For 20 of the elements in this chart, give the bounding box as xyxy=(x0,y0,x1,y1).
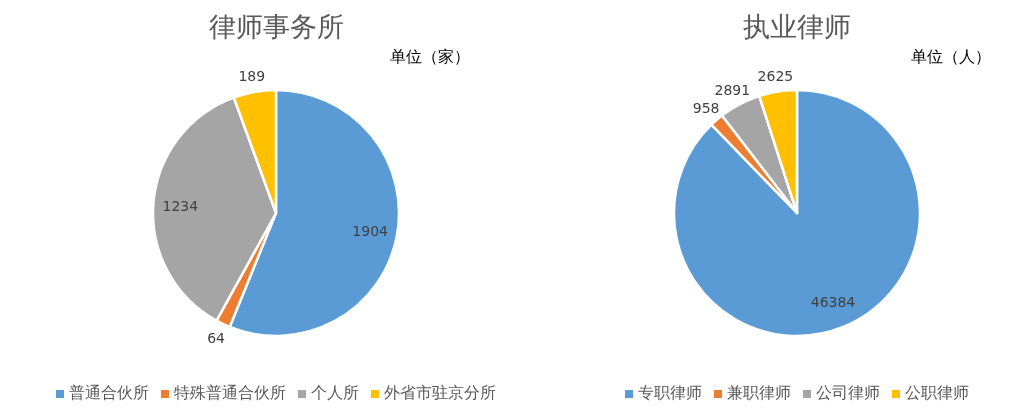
data-label: 1904 xyxy=(352,223,389,240)
legend-label: 兼职律师 xyxy=(727,383,791,402)
data-label: 46384 xyxy=(810,293,856,310)
chart-title: 执业律师 xyxy=(743,11,851,42)
data-label: 2891 xyxy=(714,81,751,98)
data-label: 2625 xyxy=(757,67,794,84)
legend-label: 普通合伙所 xyxy=(69,383,149,402)
text: 单位（人） xyxy=(911,47,991,66)
text: 单位（家） xyxy=(390,47,470,66)
legend-label: 公司律师 xyxy=(816,383,880,402)
data-label: 189 xyxy=(238,68,266,85)
legend-label: 个人所 xyxy=(311,383,359,402)
data-label: 958 xyxy=(692,99,720,116)
legend-label: 公职律师 xyxy=(905,383,969,402)
legend-label: 外省市驻京分所 xyxy=(384,383,496,402)
chart-title: 律师事务所 xyxy=(208,11,344,42)
legend-label: 专职律师 xyxy=(638,383,702,402)
legend-label: 特殊普通合伙所 xyxy=(174,383,286,402)
data-label: 1234 xyxy=(162,197,199,214)
data-label: 64 xyxy=(207,330,226,347)
